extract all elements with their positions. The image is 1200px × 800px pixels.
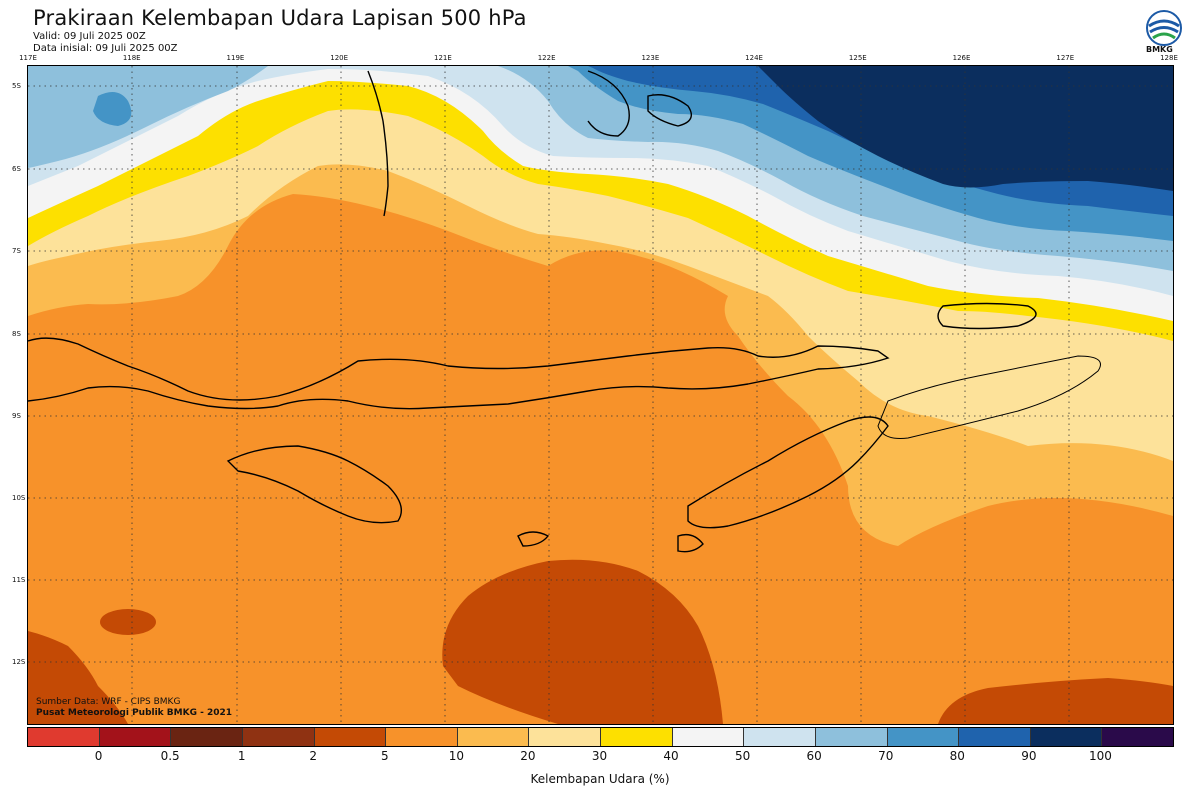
lon-tick-label: 119E: [226, 54, 245, 62]
colorbar-segment: [457, 728, 530, 746]
colorbar-segment: [242, 728, 315, 746]
humidity-colorbar: [27, 727, 1174, 747]
lon-tick-label: 121E: [434, 54, 452, 62]
humidity-fill-2-5-se: [938, 678, 1173, 724]
lat-tick-label: 5S: [12, 82, 21, 90]
graticule: [28, 66, 1173, 724]
colorbar-segment: [887, 728, 960, 746]
colorbar-segment: [314, 728, 387, 746]
wetar-island: [937, 302, 1037, 330]
sumba-island: [226, 445, 402, 524]
colorbar-label: 70: [878, 749, 894, 763]
humidity-map: [28, 66, 1173, 724]
colorbar-label: 50: [734, 749, 751, 763]
colorbar-label: 20: [520, 749, 536, 763]
buton-islands: [647, 94, 692, 127]
lon-tick-label: 128E: [1160, 54, 1178, 62]
flores-north-islands: [367, 70, 389, 217]
colorbar-segment: [171, 728, 243, 746]
colorbar-segment: [959, 728, 1031, 746]
sulawesi-south: [587, 70, 630, 137]
lesser-sunda-islands: [28, 337, 890, 410]
colorbar-label: 0: [94, 749, 103, 763]
lon-tick-label: 117E: [19, 54, 37, 62]
lat-tick-label: 9S: [12, 412, 21, 420]
lat-tick-label: 7S: [12, 247, 21, 255]
valid-time: Valid: 09 Juli 2025 00Z: [33, 31, 146, 42]
colorbar-segment: [672, 728, 745, 746]
init-time: Data inisial: 09 Juli 2025 00Z: [33, 43, 178, 54]
colorbar-label: 0.5: [160, 749, 180, 763]
colorbar-segment: [601, 728, 673, 746]
humidity-fill-2-5-blob: [100, 609, 156, 635]
lon-tick-label: 124E: [745, 54, 763, 62]
map-title: Prakiraan Kelembapan Udara Lapisan 500 h…: [33, 6, 527, 30]
lon-tick-label: 123E: [641, 54, 660, 62]
lat-tick-label: 11S: [12, 576, 26, 584]
colorbar-title: Kelembapan Udara (%): [530, 772, 670, 786]
lon-tick-label: 127E: [1056, 54, 1075, 62]
colorbar-segment: [1030, 728, 1103, 746]
lon-tick-label: 125E: [848, 54, 867, 62]
colorbar-segment: [1102, 728, 1173, 746]
colorbar-segment: [386, 728, 458, 746]
lon-tick-label: 120E: [330, 54, 349, 62]
colorbar-label: 40: [663, 749, 679, 763]
rote-island: [677, 533, 704, 553]
lat-tick-label: 6S: [12, 165, 21, 173]
timor-leste-border: [877, 355, 1101, 439]
colorbar-segment: [815, 728, 888, 746]
lat-tick-label: 8S: [12, 330, 21, 338]
lat-tick-label: 10S: [12, 494, 26, 502]
colorbar-segment: [28, 728, 100, 746]
coastlines: [28, 70, 1101, 553]
colorbar-label: 5: [380, 749, 389, 763]
source-data: Sumber Data: WRF - CIPS BMKG: [36, 697, 181, 707]
colorbar-label: 80: [949, 749, 965, 763]
colorbar-label: 90: [1021, 749, 1037, 763]
bmkg-logo: [1146, 10, 1182, 46]
colorbar-label: 10: [448, 749, 465, 763]
colorbar-label: 2: [309, 749, 318, 763]
logo-text: BMKG: [1146, 45, 1173, 54]
colorbar-label: 100: [1088, 749, 1112, 763]
lon-tick-label: 122E: [537, 54, 556, 62]
colorbar-segment: [99, 728, 172, 746]
savu-island: [517, 531, 550, 547]
colorbar-segment: [744, 728, 816, 746]
humidity-fill-2-5-sw: [28, 631, 128, 724]
lon-tick-label: 118E: [122, 54, 141, 62]
source-org: Pusat Meteorologi Publik BMKG - 2021: [36, 708, 233, 718]
lon-tick-label: 126E: [952, 54, 971, 62]
colorbar-label: 60: [806, 749, 822, 763]
colorbar-label: 30: [591, 749, 608, 763]
timor-island: [687, 416, 889, 529]
colorbar-segment: [529, 728, 601, 746]
colorbar-label: 1: [237, 749, 246, 763]
lat-tick-label: 12S: [12, 658, 26, 666]
